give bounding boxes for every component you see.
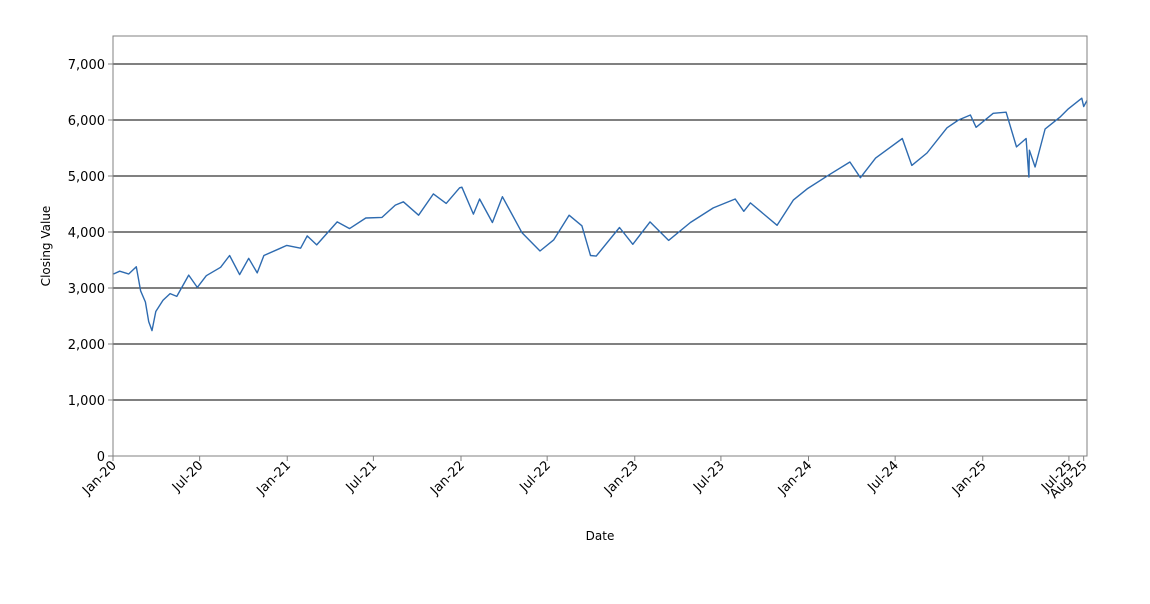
y-tick-label-7: 7,000 — [68, 58, 105, 73]
y-tick-label-2: 2,000 — [68, 338, 105, 353]
y-tick-label-0: 0 — [97, 450, 105, 465]
series-line-0 — [113, 97, 1088, 332]
y-tick-label-6: 6,000 — [68, 114, 105, 129]
y-axis-label: Closing Value — [39, 206, 53, 287]
x-tick-label-3: Jul-21 — [343, 458, 380, 495]
y-tick-label-4: 4,000 — [68, 226, 105, 241]
x-tick-label-1: Jul-20 — [169, 458, 206, 495]
y-axis-ticks: 0 1,000 2,000 3,000 4,000 5,000 6,000 7,000 — [68, 58, 113, 465]
x-tick-label-5: Jul-22 — [517, 458, 554, 495]
gridlines — [113, 63, 1087, 401]
series-layer — [113, 97, 1088, 332]
y-tick-label-1: 1,000 — [68, 394, 105, 409]
x-tick-label-2: Jan-21 — [254, 458, 295, 499]
x-tick-label-8: Jan-24 — [775, 458, 816, 499]
plot-frame — [112, 35, 1088, 457]
x-tick-label-6: Jan-23 — [601, 458, 642, 499]
x-tick-label-9: Jul-24 — [865, 458, 902, 495]
y-tick-label-3: 3,000 — [68, 282, 105, 297]
x-tick-label-10: Jan-25 — [949, 458, 990, 499]
plot-background — [113, 36, 1087, 456]
x-axis-label: Date — [586, 529, 615, 543]
y-tick-label-5: 5,000 — [68, 170, 105, 185]
x-tick-label-4: Jan-22 — [427, 458, 468, 499]
x-axis-ticks: Jan-20 Jul-20 Jan-21 Jul-21 Jan-22 Jul-22 Jan-… — [79, 456, 1090, 502]
x-tick-label-7: Jul-23 — [690, 458, 727, 495]
